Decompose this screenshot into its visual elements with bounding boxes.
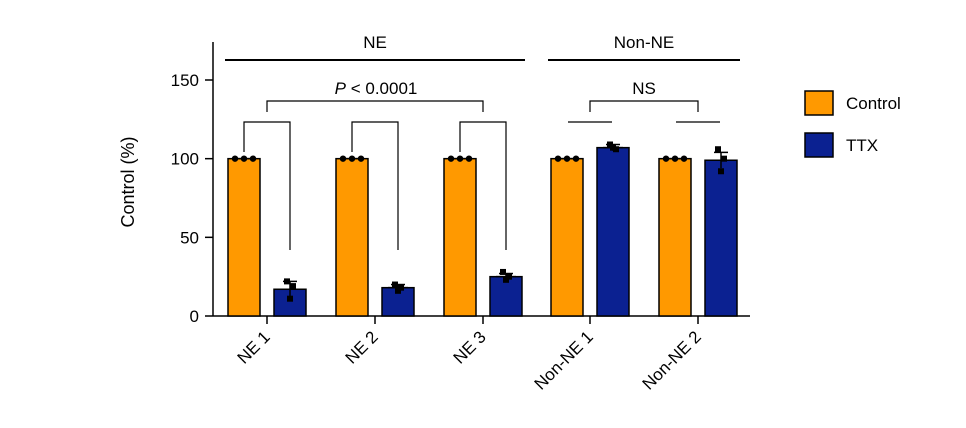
bar-ttx bbox=[596, 146, 630, 317]
data-point bbox=[447, 155, 455, 162]
data-point bbox=[500, 268, 506, 275]
pair-bracket bbox=[459, 121, 507, 250]
y-tick-label: 0 bbox=[190, 307, 199, 326]
data-point bbox=[456, 155, 464, 162]
legend-swatch-control bbox=[804, 90, 834, 116]
x-tick-label: Non-NE 1 bbox=[531, 327, 597, 393]
legend: Control TTX bbox=[804, 90, 901, 158]
data-point bbox=[392, 281, 398, 288]
data-point bbox=[357, 155, 365, 162]
bar-ttx bbox=[704, 159, 738, 317]
bar-control bbox=[658, 157, 692, 317]
data-point bbox=[290, 283, 296, 290]
data-point bbox=[680, 155, 688, 162]
x-axis: NE 1 NE 2 NE 3 Non-NE 1 Non-NE 2 bbox=[213, 315, 750, 394]
data-point bbox=[572, 155, 580, 162]
bar-ttx bbox=[273, 288, 307, 317]
data-point bbox=[718, 168, 724, 175]
bar-control bbox=[550, 157, 584, 317]
data-point bbox=[662, 155, 670, 162]
data-point bbox=[721, 155, 727, 162]
data-point bbox=[240, 155, 248, 162]
p-value-annotation: P < 0.0001 bbox=[335, 79, 418, 98]
pair-bracket bbox=[351, 121, 399, 250]
data-point bbox=[348, 155, 356, 162]
bars bbox=[227, 141, 738, 317]
y-axis: 0 50 100 150 bbox=[171, 42, 214, 326]
y-tick-label: 50 bbox=[180, 228, 199, 247]
x-tick-label: Non-NE 2 bbox=[639, 327, 705, 393]
p-label: P bbox=[335, 79, 347, 98]
x-tick-label: NE 1 bbox=[234, 327, 274, 367]
data-point bbox=[339, 155, 347, 162]
y-axis-label: Control (%) bbox=[118, 136, 138, 227]
legend-label-ttx: TTX bbox=[846, 136, 878, 155]
data-point bbox=[607, 141, 613, 148]
data-point bbox=[465, 155, 473, 162]
data-point bbox=[671, 155, 679, 162]
data-point bbox=[231, 155, 239, 162]
group-label: NE bbox=[363, 33, 387, 52]
annotations: P < 0.0001 NS NE Non-NE bbox=[225, 33, 740, 250]
pair-bracket bbox=[243, 121, 291, 250]
bar-control bbox=[227, 157, 261, 317]
data-point bbox=[503, 276, 509, 283]
p-value-label: < 0.0001 bbox=[346, 79, 417, 98]
data-point bbox=[715, 146, 721, 153]
data-point bbox=[610, 144, 616, 151]
ns-bracket bbox=[589, 100, 699, 112]
data-point bbox=[506, 273, 512, 280]
y-tick-label: 100 bbox=[171, 150, 199, 169]
data-point bbox=[395, 287, 401, 294]
x-tick-label: NE 2 bbox=[342, 327, 382, 367]
group-label: Non-NE bbox=[614, 33, 674, 52]
data-point bbox=[284, 278, 290, 285]
data-point bbox=[398, 284, 404, 291]
bar-control bbox=[443, 157, 477, 317]
y-tick-label: 150 bbox=[171, 71, 199, 90]
legend-swatch-ttx bbox=[804, 132, 834, 158]
data-point bbox=[249, 155, 257, 162]
data-point bbox=[287, 295, 293, 302]
legend-label-control: Control bbox=[846, 94, 901, 113]
x-tick-label: NE 3 bbox=[450, 327, 490, 367]
bar-control bbox=[335, 157, 369, 317]
ns-annotation: NS bbox=[632, 79, 656, 98]
data-point bbox=[554, 155, 562, 162]
data-point bbox=[563, 155, 571, 162]
p-value-bracket bbox=[266, 100, 484, 112]
